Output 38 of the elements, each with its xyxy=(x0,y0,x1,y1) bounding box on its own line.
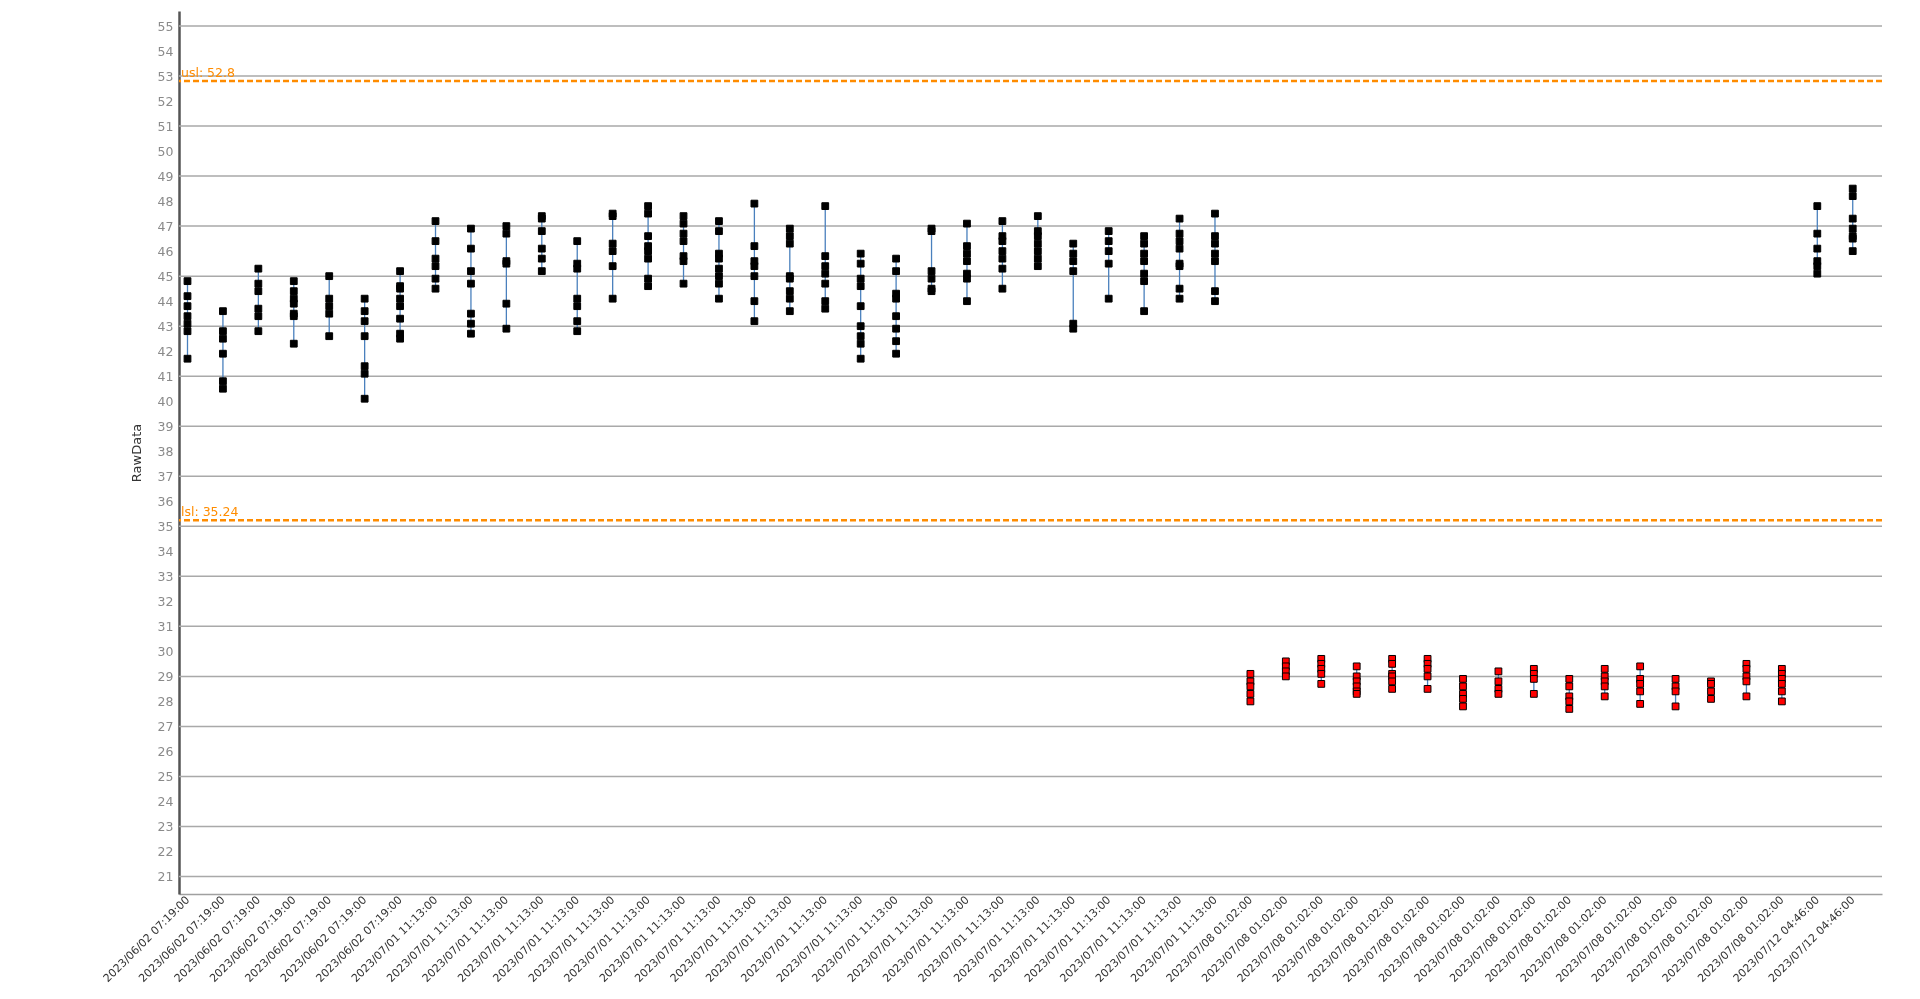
y-tick-label: 26 xyxy=(157,743,174,759)
y-tick-label: 39 xyxy=(157,418,174,434)
y-tick-label: 52 xyxy=(157,93,174,109)
y-tick-label: 53 xyxy=(157,68,174,84)
y-tick-label: 38 xyxy=(157,443,174,459)
y-tick-label: 36 xyxy=(157,493,174,509)
y-tick-label: 31 xyxy=(157,618,174,634)
y-tick-label: 33 xyxy=(157,568,174,584)
y-tick-label: 23 xyxy=(157,818,174,834)
y-tick-label: 21 xyxy=(157,868,174,884)
y-tick-label: 45 xyxy=(157,268,174,284)
y-tick-label: 49 xyxy=(157,168,174,184)
y-tick-label: 41 xyxy=(157,368,174,384)
y-tick-label: 22 xyxy=(157,843,174,859)
y-tick-label: 43 xyxy=(157,318,174,334)
y-tick-label: 48 xyxy=(157,193,174,209)
y-tick-label: 37 xyxy=(157,468,174,484)
ref-line-label: lsl: 35.24 xyxy=(181,504,239,520)
y-tick-label: 42 xyxy=(157,343,174,359)
y-tick-label: 24 xyxy=(157,793,174,809)
y-tick-label: 35 xyxy=(157,518,174,534)
y-tick-label: 27 xyxy=(157,718,174,734)
ref-line-label: usl: 52.8 xyxy=(181,65,235,81)
y-tick-label: 25 xyxy=(157,768,174,784)
y-tick-label: 46 xyxy=(157,243,174,259)
y-tick-label: 50 xyxy=(157,143,174,159)
y-tick-label: 28 xyxy=(157,693,174,709)
y-tick-label: 51 xyxy=(157,118,174,134)
y-tick-label: 54 xyxy=(157,43,174,59)
y-tick-label: 29 xyxy=(157,668,174,684)
y-tick-label: 55 xyxy=(157,18,174,34)
y-tick-label: 40 xyxy=(157,393,174,409)
y-axis-title: RawData xyxy=(128,423,144,483)
y-tick-label: 32 xyxy=(157,593,174,609)
y-tick-label: 34 xyxy=(157,543,174,559)
y-tick-label: 47 xyxy=(157,218,174,234)
y-tick-label: 30 xyxy=(157,643,174,659)
y-tick-label: 44 xyxy=(157,293,174,309)
